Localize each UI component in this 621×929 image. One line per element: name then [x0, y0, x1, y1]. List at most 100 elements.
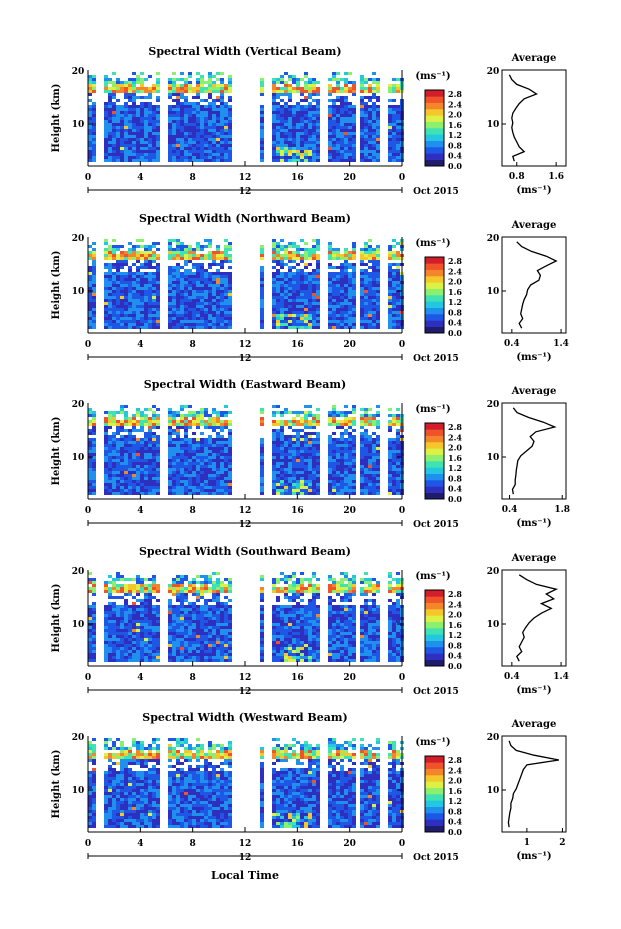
- heatmap-cell: [276, 447, 280, 450]
- heatmap-cell: [200, 272, 204, 275]
- heatmap-cell: [176, 272, 180, 275]
- heatmap-cell: [376, 135, 380, 138]
- heatmap-cell: [396, 156, 400, 159]
- heatmap-cell: [280, 138, 284, 141]
- heatmap-cell: [392, 275, 396, 278]
- heatmap-cell: [340, 471, 344, 474]
- heatmap-cell: [132, 314, 136, 317]
- heatmap-cell: [92, 423, 96, 426]
- heatmap-cell: [140, 320, 144, 323]
- heatmap-cell: [328, 317, 332, 320]
- heatmap-cell: [112, 81, 116, 84]
- heatmap-cell: [172, 153, 176, 156]
- heatmap-cell: [172, 72, 176, 75]
- heatmap-cell: [340, 159, 344, 162]
- heatmap-cell: [396, 111, 400, 114]
- heatmap-cell: [200, 465, 204, 468]
- heatmap-cell: [192, 105, 196, 108]
- heatmap-cell: [368, 84, 372, 87]
- heatmap-cell: [284, 147, 288, 150]
- heatmap-cell: [316, 138, 320, 141]
- heatmap-cell: [92, 602, 96, 605]
- heatmap-cell: [132, 293, 136, 296]
- heatmap-cell: [104, 420, 108, 423]
- heatmap-cell: [136, 459, 140, 462]
- heatmap-cell: [348, 438, 352, 441]
- heatmap-cell: [132, 492, 136, 495]
- heatmap-cell: [112, 314, 116, 317]
- heatmap-cell: [148, 93, 152, 96]
- heatmap-cell: [168, 480, 172, 483]
- heatmap-cell: [88, 489, 92, 492]
- heatmap-cell: [228, 456, 232, 459]
- heatmap-cell: [184, 138, 188, 141]
- heatmap-cell: [312, 120, 316, 123]
- heatmap-cell: [116, 314, 120, 317]
- heatmap-cell: [364, 126, 368, 129]
- heatmap-cell: [180, 120, 184, 123]
- heatmap-cell: [104, 90, 108, 93]
- heatmap-cell: [392, 317, 396, 320]
- heatmap-cell: [212, 320, 216, 323]
- heatmap-cell: [212, 75, 216, 78]
- heatmap-cell: [112, 414, 116, 417]
- heatmap-cell: [212, 453, 216, 456]
- heatmap-cell: [92, 644, 96, 647]
- heatmap-cell: [388, 317, 392, 320]
- heatmap-cell: [396, 450, 400, 453]
- heatmap-cell: [224, 489, 228, 492]
- heatmap-cell: [272, 242, 276, 245]
- heatmap-cell: [272, 323, 276, 326]
- heatmap-cell: [308, 483, 312, 486]
- heatmap-cell: [144, 156, 148, 159]
- heatmap-cell: [312, 489, 316, 492]
- heatmap-cell: [308, 326, 312, 329]
- heatmap-cell: [216, 156, 220, 159]
- heatmap-cell: [168, 84, 172, 87]
- heatmap-cell: [108, 150, 112, 153]
- heatmap-cell: [156, 111, 160, 114]
- x-tick-label: 20: [343, 173, 356, 183]
- heatmap-cell: [284, 474, 288, 477]
- heatmap-cell: [212, 468, 216, 471]
- heatmap-cell: [392, 111, 396, 114]
- heatmap-cell: [396, 453, 400, 456]
- heatmap-cell: [312, 132, 316, 135]
- heatmap-cell: [192, 320, 196, 323]
- heatmap-cell: [300, 123, 304, 126]
- heatmap-cell: [348, 459, 352, 462]
- heatmap-cell: [388, 423, 392, 426]
- heatmap-cell: [308, 108, 312, 111]
- heatmap-cell: [328, 126, 332, 129]
- heatmap-cell: [340, 281, 344, 284]
- heatmap-cell: [116, 483, 120, 486]
- colorbar-swatch: [425, 461, 444, 468]
- heatmap-cell: [208, 423, 212, 426]
- heatmap-cell: [272, 314, 276, 317]
- heatmap-cell: [212, 314, 216, 317]
- heatmap-cell: [192, 459, 196, 462]
- heatmap-cell: [304, 263, 308, 266]
- heatmap-cell: [140, 123, 144, 126]
- heatmap-cell: [260, 305, 264, 308]
- heatmap-cell: [144, 141, 148, 144]
- heatmap-cell: [188, 465, 192, 468]
- heatmap-cell: [372, 72, 376, 75]
- colorbar-swatch: [425, 288, 444, 296]
- heatmap-cell: [220, 438, 224, 441]
- heatmap-cell: [196, 141, 200, 144]
- heatmap-cell: [108, 414, 112, 417]
- heatmap-cell: [116, 426, 120, 429]
- heatmap-cell: [208, 257, 212, 260]
- heatmap-cell: [272, 311, 276, 314]
- heatmap-cell: [348, 72, 352, 75]
- heatmap-cell: [376, 486, 380, 489]
- heatmap-cell: [180, 78, 184, 81]
- heatmap-cell: [176, 414, 180, 417]
- heatmap-cell: [348, 132, 352, 135]
- heatmap-cell: [292, 126, 296, 129]
- heatmap-cell: [224, 287, 228, 290]
- heatmap-cell: [208, 90, 212, 93]
- heatmap-cell: [124, 150, 128, 153]
- heatmap-cell: [144, 260, 148, 263]
